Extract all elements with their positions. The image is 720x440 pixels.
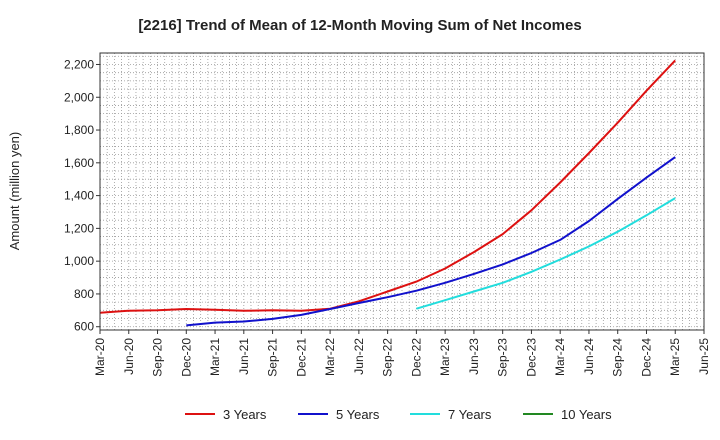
x-tick-label: Dec-20 bbox=[179, 338, 193, 377]
x-tick-label: Sep-24 bbox=[611, 338, 625, 377]
chart-title: [2216] Trend of Mean of 12-Month Moving … bbox=[138, 17, 581, 34]
y-tick-label: 1,600 bbox=[64, 156, 94, 170]
y-tick-label: 600 bbox=[74, 320, 94, 334]
y-axis-label: Amount (million yen) bbox=[7, 132, 22, 251]
series-line-3-years bbox=[99, 59, 676, 314]
x-tick-label: Jun-25 bbox=[697, 338, 711, 375]
legend-label: 10 Years bbox=[561, 407, 612, 422]
plot-frame bbox=[99, 52, 705, 331]
x-tick-label: Sep-22 bbox=[381, 338, 395, 377]
x-tick-label: Mar-20 bbox=[93, 338, 107, 376]
x-tick-label: Sep-21 bbox=[266, 338, 280, 377]
legend-label: 3 Years bbox=[223, 407, 267, 422]
x-tick-label: Mar-22 bbox=[323, 338, 337, 376]
y-tick-label: 1,000 bbox=[64, 254, 94, 268]
series-lines bbox=[99, 59, 676, 327]
y-tick-label: 1,200 bbox=[64, 221, 94, 235]
x-tick-label: Jun-20 bbox=[122, 338, 136, 375]
x-tick-label: Mar-25 bbox=[668, 338, 682, 376]
legend: 3 Years 5 Years 7 Years 10 Years bbox=[185, 407, 612, 422]
x-tick-label: Jun-23 bbox=[467, 338, 481, 375]
x-tick-label: Sep-23 bbox=[496, 338, 510, 377]
x-tick-label: Dec-22 bbox=[409, 338, 423, 377]
gridlines bbox=[100, 53, 704, 330]
x-tick-label: Sep-20 bbox=[151, 338, 165, 377]
x-tick-label: Mar-21 bbox=[208, 338, 222, 376]
y-tick-labels: 600 800 1,000 1,200 1,400 1,600 1,800 2,000 2,20… bbox=[64, 57, 100, 334]
y-tick-label: 1,400 bbox=[64, 189, 94, 203]
x-tick-label: Mar-23 bbox=[438, 338, 452, 376]
x-tick-label: Jun-24 bbox=[582, 338, 596, 375]
x-tick-label: Dec-24 bbox=[639, 338, 653, 377]
x-tick-label: Jun-21 bbox=[237, 338, 251, 375]
y-tick-label: 2,200 bbox=[64, 57, 94, 71]
x-tick-label: Jun-22 bbox=[352, 338, 366, 375]
series-line-5-years bbox=[186, 156, 676, 327]
legend-label: 7 Years bbox=[448, 407, 492, 422]
x-tick-label: Mar-24 bbox=[553, 338, 567, 376]
x-tick-label: Dec-21 bbox=[294, 338, 308, 377]
y-tick-label: 800 bbox=[74, 287, 94, 301]
x-tick-label: Dec-23 bbox=[524, 338, 538, 377]
x-tick-labels: Mar-20 Jun-20 Sep-20 Dec-20 Mar-21 Jun-21 Sep-… bbox=[93, 330, 711, 377]
y-tick-label: 1,800 bbox=[64, 123, 94, 137]
legend-label: 5 Years bbox=[336, 407, 380, 422]
y-tick-label: 2,000 bbox=[64, 90, 94, 104]
series-line-7-years bbox=[416, 197, 676, 310]
